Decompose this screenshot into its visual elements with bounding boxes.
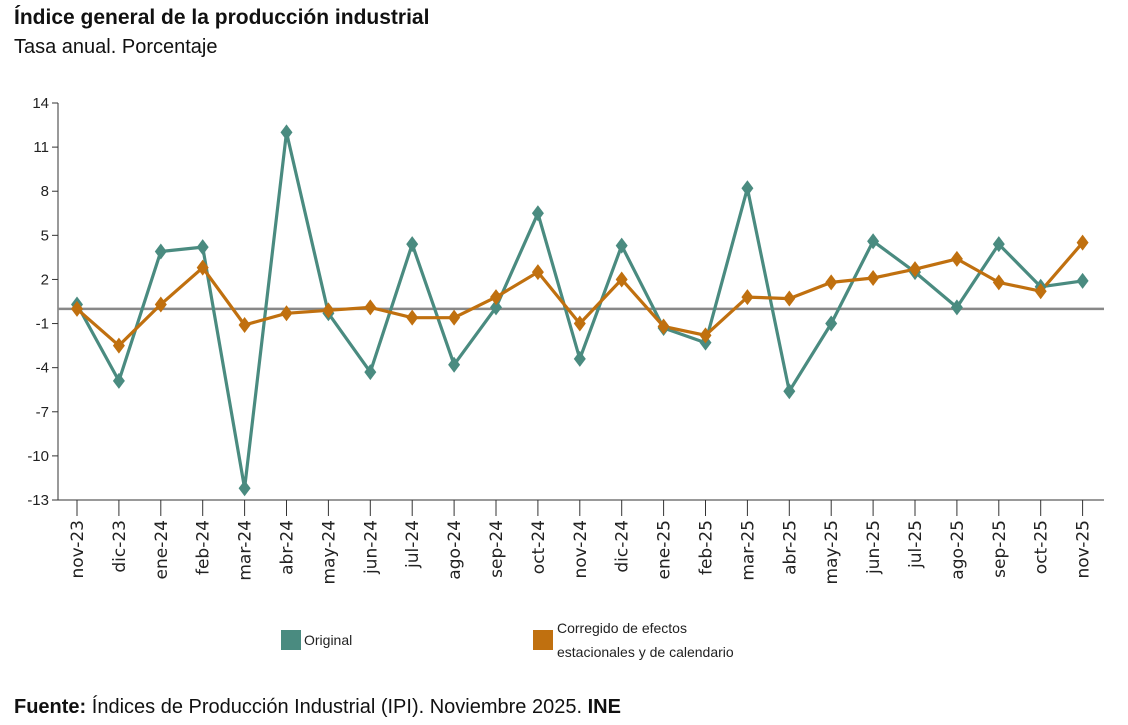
data-point-original	[950, 299, 963, 316]
line-chart: 14 11 8 5 2 -1 -4 -7 -10 -13 nov-23 dic-23 ene-24 feb…	[27, 95, 1104, 660]
series-group	[71, 124, 1089, 497]
chart-subtitle: Tasa anual. Porcentaje	[14, 36, 218, 58]
data-point-original	[280, 124, 293, 141]
y-tick-label: 14	[32, 95, 49, 112]
y-tick-label: -13	[27, 492, 49, 509]
y-tick-label: -7	[36, 404, 49, 421]
x-tick-label: ago-24	[445, 520, 465, 580]
y-tick-label: -1	[36, 316, 49, 333]
data-point-original	[448, 356, 461, 373]
data-point-original	[992, 236, 1005, 253]
source-note: Fuente: Índices de Producción Industrial…	[14, 696, 621, 719]
legend-swatch-original	[281, 630, 301, 650]
data-point-corrected	[112, 337, 125, 354]
x-tick-label: oct-24	[529, 520, 549, 574]
data-point-original	[154, 243, 167, 260]
data-point-original	[238, 480, 251, 497]
x-tick-label: ene-24	[152, 520, 172, 579]
legend-label-corrected-line1: Corregido de efectos	[557, 620, 687, 636]
x-tick-label: oct-25	[1032, 520, 1052, 574]
data-point-original	[406, 236, 419, 253]
x-tick-label: ago-25	[948, 520, 968, 580]
data-point-original	[531, 205, 544, 222]
series-line-original	[75, 130, 1083, 490]
x-tick-label: mar-24	[236, 520, 256, 581]
data-point-corrected	[238, 317, 251, 334]
data-point-corrected	[1076, 234, 1089, 251]
data-point-corrected	[71, 300, 83, 317]
legend-swatch-corrected	[533, 630, 553, 650]
data-point-original	[573, 350, 586, 367]
data-point-original	[867, 233, 880, 250]
data-point-corrected	[825, 274, 838, 291]
x-tick-label: may-24	[319, 520, 339, 585]
data-point-corrected	[531, 264, 544, 281]
x-tick-label: abr-24	[278, 520, 298, 575]
x-tick-label: jun-25	[864, 520, 884, 575]
data-point-corrected	[322, 302, 335, 319]
data-point-original	[196, 239, 209, 256]
y-tick-label: -4	[36, 360, 49, 377]
y-tick-label: 11	[33, 139, 49, 156]
source-label: Fuente:	[14, 696, 87, 718]
data-point-corrected	[867, 269, 880, 286]
data-point-corrected	[448, 309, 461, 326]
data-point-corrected	[657, 318, 670, 335]
data-point-corrected	[909, 261, 921, 278]
data-point-corrected	[950, 250, 963, 267]
data-point-original	[825, 315, 838, 332]
source-text: Índices de Producción Industrial (IPI). …	[86, 696, 588, 718]
legend-label-original: Original	[304, 632, 352, 648]
x-tick-label: nov-23	[68, 520, 88, 579]
x-tick-label: may-25	[822, 520, 842, 585]
data-point-corrected	[490, 289, 502, 306]
x-tick-label: abr-25	[780, 520, 800, 575]
chart-legend: Original Corregido de efectos estacionales…	[281, 620, 734, 660]
x-tick-label: feb-25	[697, 520, 717, 575]
data-point-original	[112, 372, 125, 389]
data-point-original	[615, 237, 628, 254]
data-point-original	[490, 299, 502, 316]
x-tick-label: mar-25	[738, 520, 758, 581]
x-tick-label: nov-24	[571, 520, 591, 579]
data-point-corrected	[154, 296, 167, 313]
data-point-original	[364, 364, 377, 381]
y-tick-label: 5	[41, 227, 49, 244]
chart-title: Índice general de la producción industri…	[14, 6, 430, 29]
data-point-original	[1076, 272, 1089, 289]
legend-label-corrected-line2: estacionales y de calendario	[557, 644, 734, 660]
data-point-corrected	[699, 327, 712, 344]
x-tick-label: jul-25	[906, 520, 926, 569]
data-point-corrected	[783, 290, 796, 307]
x-tick-label: dic-23	[110, 520, 130, 573]
y-tick-label: 2	[41, 271, 49, 288]
x-tick-label: feb-24	[194, 520, 214, 575]
x-tick-label: jul-24	[403, 520, 423, 569]
data-point-corrected	[1034, 283, 1047, 300]
data-point-corrected	[741, 289, 754, 306]
data-point-corrected	[364, 299, 377, 316]
data-point-corrected	[992, 274, 1005, 291]
x-tick-label: sep-24	[487, 520, 507, 578]
data-point-original	[783, 383, 796, 400]
data-point-original	[741, 180, 754, 197]
data-point-corrected	[196, 259, 209, 276]
x-tick-label: nov-25	[1074, 520, 1094, 579]
x-tick-label: ene-25	[655, 520, 675, 579]
x-tick-label: dic-24	[613, 520, 633, 573]
data-point-corrected	[615, 271, 628, 288]
data-point-corrected	[280, 305, 293, 322]
y-tick-label: 8	[41, 183, 49, 200]
data-point-corrected	[406, 309, 419, 326]
chart-axes: 14 11 8 5 2 -1 -4 -7 -10 -13 nov-23 dic-23 ene-24 feb…	[27, 95, 1104, 585]
data-point-corrected	[573, 315, 586, 332]
y-tick-label: -10	[27, 448, 49, 465]
source-org: INE	[587, 696, 621, 718]
x-tick-label: jun-24	[361, 520, 381, 575]
x-tick-label: sep-25	[990, 520, 1010, 578]
